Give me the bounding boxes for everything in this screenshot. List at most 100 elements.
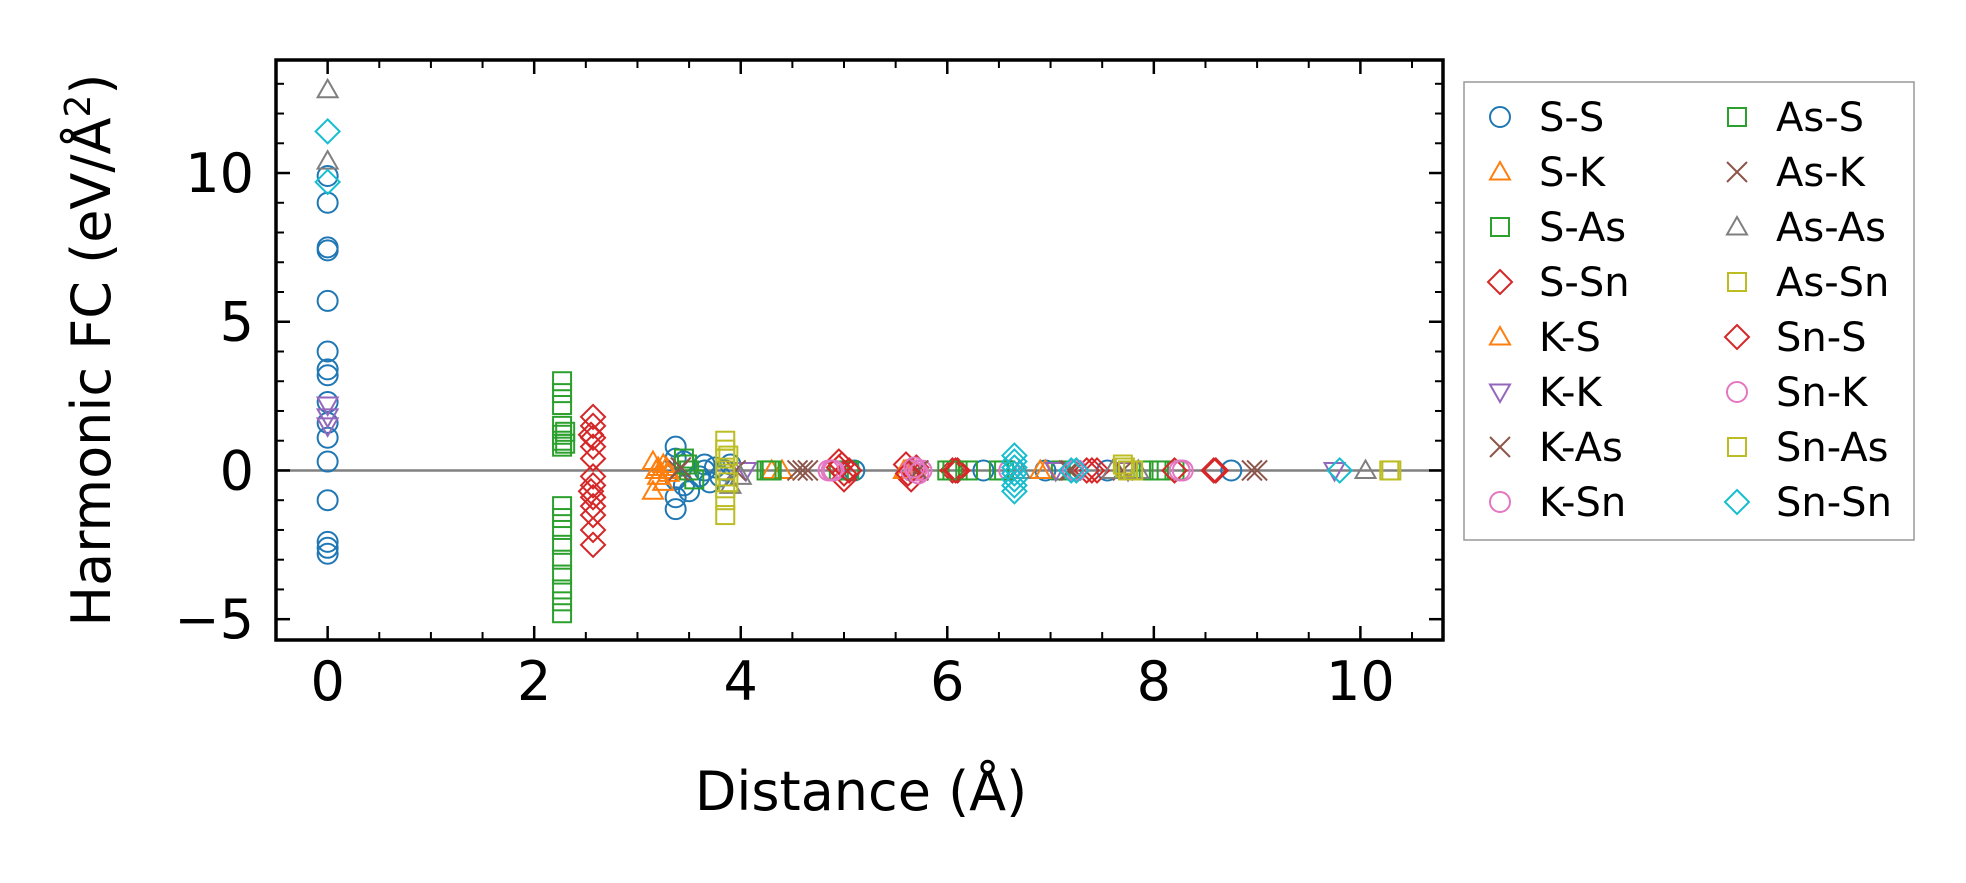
legend-marker <box>1488 159 1512 181</box>
data-point <box>664 486 687 509</box>
data-point <box>1241 459 1263 482</box>
legend-label: Sn-Sn <box>1776 480 1892 526</box>
data-point <box>552 603 573 624</box>
data-point <box>1100 458 1125 479</box>
legend-marker <box>1489 491 1511 513</box>
axes-frame <box>274 58 1445 642</box>
x-axis-label: Distance (Å) <box>695 759 1027 823</box>
legend-marker <box>1488 383 1512 405</box>
data-point <box>1171 459 1194 482</box>
data-point <box>579 531 607 559</box>
data-point <box>905 459 928 482</box>
axis-tick-labels: 0 2 4 6 8 10 −5 0 5 10 <box>174 142 1394 713</box>
data-point <box>316 165 339 187</box>
legend-label: As-Sn <box>1776 260 1889 306</box>
data-point <box>316 411 339 434</box>
legend-label: K-S <box>1539 315 1601 361</box>
legend-label: S-Sn <box>1539 260 1630 306</box>
data-point-stroke <box>791 459 814 482</box>
legend-label: S-K <box>1539 150 1607 196</box>
data-point <box>820 459 843 482</box>
data-point <box>552 436 573 457</box>
legend-marker <box>1486 268 1514 296</box>
data-point <box>1114 457 1135 478</box>
data-point <box>972 459 995 482</box>
data-point <box>1057 457 1085 484</box>
data-point <box>1202 457 1230 484</box>
data-point-stroke <box>1246 459 1268 482</box>
data-point <box>944 457 972 484</box>
data-point <box>579 433 607 461</box>
data-point <box>1246 459 1268 482</box>
axes-border <box>274 58 1445 642</box>
legend-marker-stroke <box>1726 161 1748 183</box>
data-point <box>1000 460 1028 487</box>
data-point <box>552 508 573 529</box>
legend-label: Sn-S <box>1776 315 1867 361</box>
series-as-sn <box>715 430 1402 526</box>
data-point <box>316 542 339 565</box>
legend-item: As-K <box>1726 150 1867 196</box>
y-axis-label: Harmonic FC (eV/Å2) <box>58 74 123 627</box>
legend-item: As-As <box>1725 205 1886 251</box>
data-point <box>1379 460 1400 481</box>
data-point <box>579 403 607 431</box>
legend-item: S-As <box>1490 205 1626 251</box>
data-point <box>1138 460 1159 481</box>
data-point <box>1000 471 1028 499</box>
x-tick-label: 6 <box>930 650 964 713</box>
data-point <box>314 168 342 196</box>
legend-label: As-As <box>1776 205 1886 251</box>
data-point <box>316 450 339 473</box>
data-point <box>316 340 339 363</box>
legend-marker <box>1488 324 1512 346</box>
data-point <box>894 460 922 487</box>
data-point <box>579 412 607 440</box>
legend-item: K-S <box>1488 315 1601 361</box>
legend-item: K-As <box>1489 425 1623 471</box>
data-point <box>942 457 969 484</box>
series-sn-sn <box>314 117 1354 505</box>
data-point <box>1028 458 1052 479</box>
legend-label: As-S <box>1776 95 1864 141</box>
data-point <box>670 456 692 479</box>
series-sn-as <box>718 445 1400 493</box>
legend-item: Sn-As <box>1727 425 1889 471</box>
data-point <box>316 239 339 262</box>
data-point <box>577 477 605 505</box>
y-tick-label: 0 <box>220 439 254 502</box>
data-point <box>315 77 340 99</box>
data-point <box>678 480 701 503</box>
legend-item: Sn-Sn <box>1723 480 1892 526</box>
data-point <box>830 465 858 493</box>
legend-marker <box>1727 437 1747 457</box>
legend-item: Sn-S <box>1723 315 1867 361</box>
legend-label: K-Sn <box>1539 480 1626 526</box>
data-point <box>579 462 607 490</box>
legend-item: As-S <box>1727 95 1864 141</box>
data-point <box>552 591 573 612</box>
data-point <box>552 371 573 392</box>
legend-marker-stroke <box>1489 436 1511 458</box>
data-point <box>552 534 573 555</box>
legend-item: S-Sn <box>1486 260 1630 306</box>
data-point <box>1083 457 1111 484</box>
data-point-stroke <box>670 456 692 479</box>
data-point <box>715 478 736 499</box>
legend-frame <box>1463 81 1915 541</box>
data-point-stroke <box>1241 459 1263 482</box>
legend-label: K-K <box>1539 370 1603 416</box>
x-tick-label: 10 <box>1326 650 1395 713</box>
data-point <box>316 536 339 559</box>
data-point-stroke <box>797 459 819 482</box>
legend-marker <box>1723 488 1751 516</box>
data-point <box>729 464 753 485</box>
data-point <box>316 364 339 387</box>
legend-label: K-As <box>1539 425 1623 471</box>
data-point <box>1220 459 1243 482</box>
data-point <box>555 433 576 454</box>
data-point <box>654 455 679 476</box>
legend-marker <box>1726 381 1748 403</box>
legend-marker <box>1726 161 1748 183</box>
